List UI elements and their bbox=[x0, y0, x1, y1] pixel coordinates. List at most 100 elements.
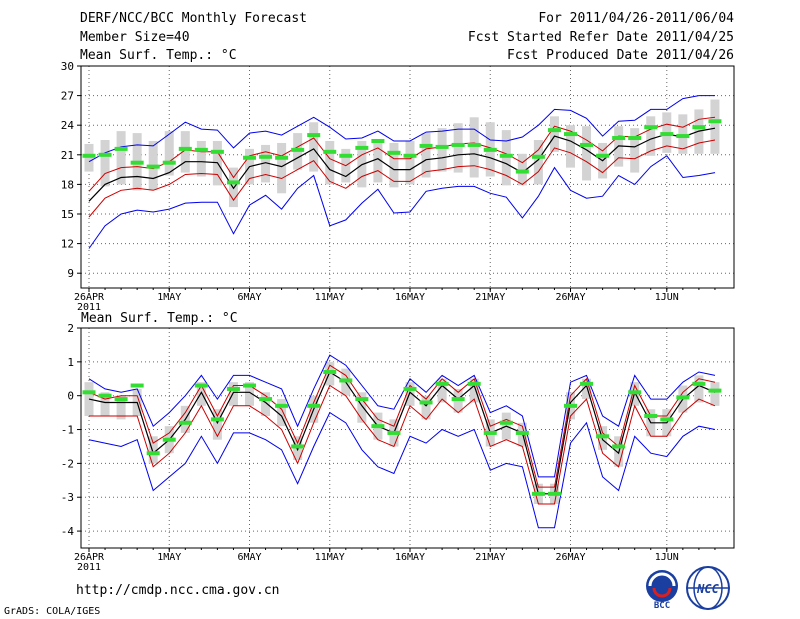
chart2-daily-mark bbox=[451, 397, 465, 402]
chart1-spread-bar bbox=[116, 131, 126, 185]
forecast-period: For 2011/04/26-2011/06/04 bbox=[538, 11, 734, 26]
chart1-upper-outer-line bbox=[88, 95, 715, 163]
ncc-logo-text: NCC bbox=[696, 582, 719, 596]
chart1-xtick-label: 21MAY bbox=[475, 292, 505, 303]
chart2-daily-mark bbox=[692, 381, 706, 386]
chart1-xtick-label: 6MAY bbox=[237, 292, 261, 303]
chart1-daily-mark bbox=[403, 153, 417, 158]
chart1-daily-mark bbox=[564, 132, 577, 137]
ncc-logo-icon: NCC bbox=[686, 566, 730, 610]
chart2-daily-mark bbox=[355, 397, 369, 402]
chart1-spread-bar bbox=[533, 140, 543, 185]
chart2-spread-bar bbox=[228, 382, 238, 406]
chart1-spread-bar bbox=[469, 117, 479, 178]
chart2-year-label: 2011 bbox=[77, 562, 101, 573]
chart2-xtick-label: 26MAY bbox=[555, 552, 585, 563]
chart1-frame bbox=[80, 65, 735, 289]
chart1-daily-mark bbox=[130, 160, 144, 165]
chart1-spread-bar bbox=[566, 125, 575, 168]
chart2-daily-mark bbox=[531, 491, 545, 496]
chart1-daily-mark bbox=[371, 138, 385, 143]
chart2-daily-mark bbox=[114, 397, 128, 402]
chart1-spread-bar bbox=[164, 131, 174, 176]
chart2-xtick-label: 21MAY bbox=[475, 552, 505, 563]
chart2-spread-bar bbox=[405, 382, 415, 406]
bcc-logo-icon: BCC bbox=[646, 570, 678, 610]
chart2-spread-bar bbox=[421, 395, 431, 420]
chart1-daily-mark bbox=[708, 119, 722, 124]
chart1-daily-mark bbox=[692, 125, 706, 130]
chart1-daily-mark bbox=[162, 160, 176, 165]
chart1-xtick-label: 26MAY bbox=[555, 292, 585, 303]
chart1-daily-mark bbox=[660, 132, 674, 137]
chart1-xtick-label: 11MAY bbox=[315, 292, 345, 303]
chart2-daily-mark bbox=[676, 395, 690, 400]
chart2-daily-mark bbox=[291, 444, 305, 449]
chart2-daily-mark bbox=[483, 430, 497, 435]
chart2-daily-mark bbox=[580, 381, 594, 386]
chart2-daily-mark bbox=[596, 434, 610, 439]
chart1-daily-mark bbox=[210, 149, 224, 154]
chart2-daily-mark bbox=[499, 420, 513, 425]
chart1-spread-bar bbox=[309, 122, 319, 172]
chart2-ytick-label: -2 bbox=[61, 457, 74, 470]
chart1-xtick-label: 16MAY bbox=[395, 292, 425, 303]
chart2-daily-mark bbox=[564, 403, 577, 408]
chart1-ytick-label: 27 bbox=[61, 90, 74, 103]
chart2-daily-mark bbox=[419, 400, 433, 405]
chart1-spread-bar bbox=[710, 99, 720, 154]
chart2-daily-mark bbox=[210, 417, 224, 422]
chart1-spread-bar bbox=[437, 128, 447, 172]
chart1-daily-mark bbox=[243, 155, 256, 160]
chart1-daily-mark bbox=[596, 153, 610, 158]
chart2-upper-inner-line bbox=[88, 364, 716, 488]
chart1-spread-bar bbox=[582, 126, 592, 181]
source-url[interactable]: http://cmdp.ncc.cma.gov.cn bbox=[76, 583, 280, 598]
chart1-spread-bar bbox=[373, 139, 383, 183]
chart1-daily-mark bbox=[355, 145, 369, 150]
chart1-daily-mark bbox=[531, 154, 545, 159]
chart2-spread-bar bbox=[196, 382, 206, 406]
chart1-title: Mean Surf. Temp.: °C bbox=[81, 311, 238, 326]
chart1-spread-bar bbox=[325, 140, 335, 185]
chart1-spread-bar bbox=[405, 140, 415, 185]
chart1-xtick-label: 1JUN bbox=[655, 292, 679, 303]
chart1-ytick-label: 21 bbox=[61, 149, 74, 162]
chart1-daily-mark bbox=[226, 180, 240, 185]
chart2-daily-mark bbox=[194, 383, 208, 388]
chart2-xtick-label: 11MAY bbox=[315, 552, 345, 563]
chart1-upper-inner-line bbox=[88, 116, 716, 192]
chart-title: DERF/NCC/BCC Monthly Forecast bbox=[80, 11, 307, 26]
chart1-lower-outer-line bbox=[88, 155, 716, 249]
chart1-spread-bar bbox=[277, 142, 287, 194]
chart2-daily-mark bbox=[178, 420, 192, 425]
chart2-spread-bar bbox=[245, 382, 254, 406]
chart1-daily-mark bbox=[451, 142, 465, 147]
chart2-spread-bar bbox=[582, 378, 592, 400]
chart2-xtick-label: 6MAY bbox=[237, 552, 261, 563]
chart2-lower-inner-line bbox=[89, 384, 716, 505]
chart1-lower-inner-line bbox=[88, 139, 716, 218]
chart2-frame bbox=[80, 327, 735, 549]
chart2-ytick-label: -4 bbox=[61, 525, 75, 538]
chart2-daily-mark bbox=[98, 393, 112, 398]
chart1-daily-mark bbox=[612, 136, 626, 141]
chart1-ytick-label: 12 bbox=[61, 238, 74, 251]
chart1-daily-mark bbox=[259, 154, 273, 159]
member-size-label: Member Size=40 bbox=[80, 30, 190, 45]
chart2-daily-mark bbox=[547, 491, 561, 496]
chart2-daily-mark bbox=[275, 403, 289, 408]
chart2-ytick-label: -3 bbox=[61, 491, 74, 504]
chart2-spread-bar bbox=[148, 436, 158, 464]
chart2-spread-bar bbox=[469, 378, 479, 403]
chart2-spread-bar bbox=[116, 395, 126, 420]
chart2-spread-bar bbox=[84, 382, 94, 416]
chart2-daily-mark bbox=[323, 370, 337, 374]
chart2-lower-outer-line bbox=[88, 411, 716, 529]
chart1-daily-mark bbox=[114, 146, 128, 151]
chart1-ytick-label: 24 bbox=[61, 119, 75, 132]
chart1-ytick-label: 15 bbox=[61, 208, 74, 221]
forecast-produced-date: Fcst Produced Date 2011/04/26 bbox=[507, 48, 734, 63]
chart1-daily-mark bbox=[275, 155, 289, 160]
